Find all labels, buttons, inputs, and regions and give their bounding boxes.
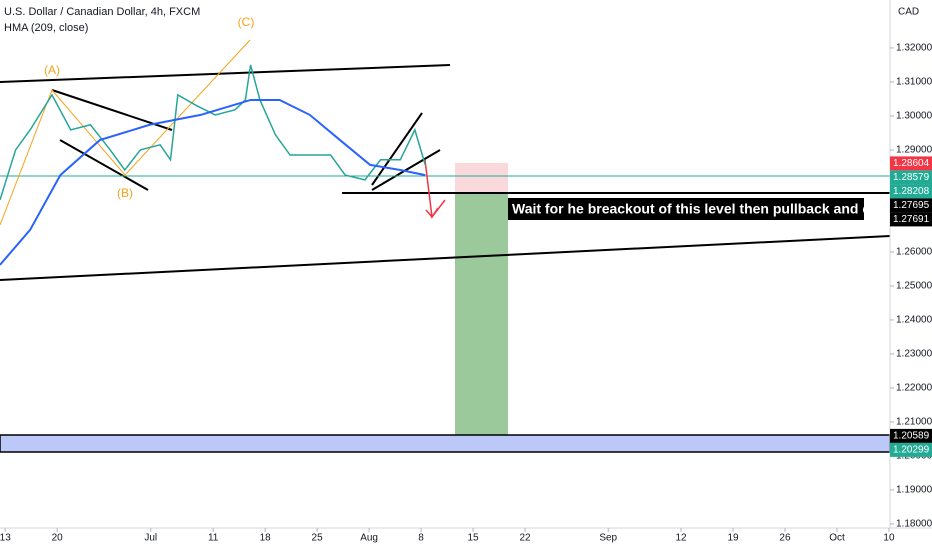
- price-tag: [890, 156, 932, 171]
- x-tick-label: 15: [468, 533, 480, 544]
- trendline: [371, 112, 423, 186]
- support-zone: [0, 434, 891, 453]
- channel-top: [0, 64, 451, 83]
- y-tick-label: 1.24000: [896, 315, 932, 326]
- trendline: [371, 149, 441, 191]
- price-tag-label: 1.27695: [893, 200, 930, 211]
- chart-title: U.S. Dollar / Canadian Dollar, 4h, FXCM: [4, 6, 200, 18]
- x-tick-label: Sep: [599, 533, 617, 544]
- price-tag: [890, 184, 932, 199]
- target-zone: [455, 192, 508, 445]
- y-tick-label: 1.19000: [896, 485, 932, 496]
- price-tag-label: 1.28604: [893, 158, 930, 169]
- x-tick-label: 11: [208, 533, 219, 544]
- x-tick-label: 22: [519, 533, 531, 544]
- y-tick-label: 1.31000: [896, 77, 932, 88]
- y-tick-label: 1.32000: [896, 43, 932, 54]
- wave-label: (A): [44, 63, 60, 77]
- y-tick-label: 1.21000: [896, 417, 932, 428]
- x-tick-label: 20: [52, 533, 64, 544]
- y-tick-label: 1.22000: [896, 383, 932, 394]
- x-tick-label: 18: [260, 533, 272, 544]
- y-tick-label: 1.26000: [896, 247, 932, 258]
- subtitle: HMA (209, close): [4, 22, 88, 34]
- wave-line: [0, 39, 251, 226]
- price-tag: [890, 170, 932, 185]
- price-tag: [890, 442, 932, 457]
- note-box: [508, 198, 864, 220]
- channel-bottom: [0, 235, 891, 281]
- x-tick-label: Jul: [144, 533, 157, 544]
- arrow-head: [425, 207, 439, 219]
- x-tick-label: 13: [0, 533, 11, 544]
- trendline: [59, 139, 149, 191]
- stop-zone: [455, 163, 508, 192]
- x-tick-label: Oct: [829, 533, 845, 544]
- wave-label: (B): [117, 186, 133, 200]
- y-tick-label: 1.29000: [896, 145, 932, 156]
- y-tick-label: 1.18000: [896, 519, 932, 530]
- price-tag-label: 1.27691: [893, 214, 930, 225]
- price-tag-label: 1.28579: [893, 172, 930, 183]
- x-tick-label: Aug: [360, 533, 378, 544]
- axis-label: CAD: [898, 7, 919, 18]
- x-tick-label: 25: [312, 533, 324, 544]
- x-tick-label: 26: [779, 533, 791, 544]
- price-tag-label: 1.20589: [893, 431, 930, 442]
- x-tick-label: 10: [883, 533, 895, 544]
- note: Wait for he breackout of this level then…: [512, 201, 901, 217]
- series-line: [0, 98, 426, 266]
- price-tag: [890, 428, 932, 443]
- y-tick-label: 1.25000: [896, 281, 932, 292]
- x-tick-label: 12: [675, 533, 687, 544]
- series-line: [0, 64, 426, 201]
- price-tag-label: 1.20299: [893, 445, 930, 456]
- price-tag-label: 1.28208: [893, 186, 930, 197]
- price-tag: [890, 198, 932, 213]
- y-tick-label: 1.23000: [896, 349, 932, 360]
- y-tick-label: 1.30000: [896, 111, 932, 122]
- x-tick-label: 8: [418, 533, 424, 544]
- wave-label: (C): [238, 15, 255, 29]
- price-tag: [890, 212, 932, 227]
- x-tick-label: 19: [727, 533, 739, 544]
